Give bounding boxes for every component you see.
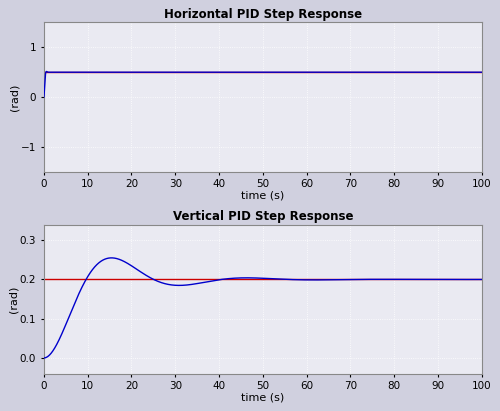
- Title: Vertical PID Step Response: Vertical PID Step Response: [172, 210, 353, 223]
- Y-axis label: (rad): (rad): [8, 285, 18, 313]
- X-axis label: time (s): time (s): [241, 393, 284, 403]
- X-axis label: time (s): time (s): [241, 191, 284, 201]
- Title: Horizontal PID Step Response: Horizontal PID Step Response: [164, 8, 362, 21]
- Y-axis label: (rad): (rad): [10, 83, 20, 111]
